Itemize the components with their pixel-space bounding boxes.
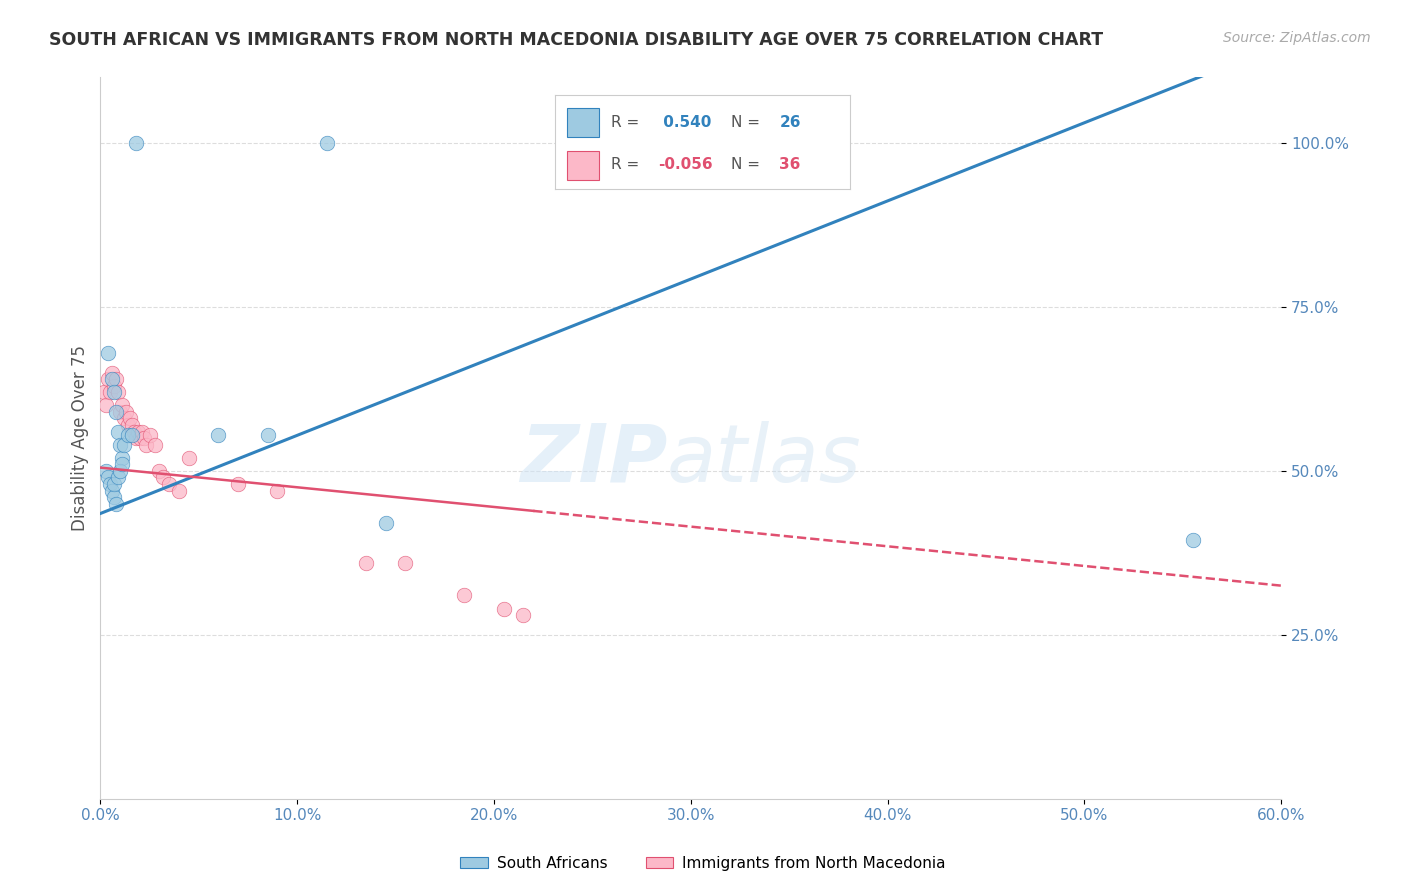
Point (103, 490, 125, 504)
Point (374, 516, 396, 531)
Point (96, 398, 118, 412)
Text: atlas: atlas (666, 421, 862, 499)
Point (226, 477, 249, 491)
Point (315, 136, 337, 150)
Point (103, 385, 125, 400)
Point (108, 437, 131, 451)
Point (93, 385, 115, 400)
Text: SOUTH AFRICAN VS IMMIGRANTS FROM NORTH MACEDONIA DISABILITY AGE OVER 75 CORRELAT: SOUTH AFRICAN VS IMMIGRANTS FROM NORTH M… (49, 31, 1104, 49)
Point (111, 450, 134, 465)
Point (107, 470, 129, 484)
Point (127, 425, 149, 439)
Point (107, 425, 129, 439)
Point (103, 378, 125, 392)
Point (492, 601, 515, 615)
Point (121, 427, 143, 442)
Point (101, 366, 124, 380)
Point (1181, 533, 1204, 547)
Point (256, 427, 278, 442)
Point (103, 477, 125, 491)
Point (125, 431, 148, 445)
Point (112, 437, 135, 451)
Point (128, 431, 150, 445)
Point (135, 437, 157, 451)
Point (96, 464, 118, 478)
Point (138, 427, 160, 442)
Point (111, 458, 134, 472)
Point (97, 470, 120, 484)
Point (121, 417, 143, 432)
Point (167, 483, 190, 498)
Point (131, 425, 153, 439)
Text: Source: ZipAtlas.com: Source: ZipAtlas.com (1223, 31, 1371, 45)
Point (177, 450, 200, 465)
Point (152, 470, 174, 484)
Point (117, 417, 139, 432)
Point (122, 425, 145, 439)
Point (266, 483, 288, 498)
Point (101, 483, 124, 498)
Point (97, 346, 120, 360)
Y-axis label: Disability Age Over 75: Disability Age Over 75 (72, 345, 89, 531)
Point (115, 405, 138, 419)
Point (107, 385, 129, 400)
Point (354, 556, 377, 570)
Point (98, 477, 121, 491)
Point (108, 464, 131, 478)
Point (394, 556, 416, 570)
Point (105, 405, 128, 419)
Point (101, 372, 124, 386)
Point (125, 136, 148, 150)
Text: ZIP: ZIP (520, 421, 666, 499)
Point (157, 477, 180, 491)
Point (145, 437, 167, 451)
Point (453, 589, 475, 603)
Point (105, 372, 128, 386)
Point (98, 385, 121, 400)
Point (108, 405, 131, 419)
Point (112, 411, 135, 425)
Point (117, 427, 139, 442)
Point (148, 464, 170, 478)
Point (105, 497, 128, 511)
Legend: South Africans, Immigrants from North Macedonia: South Africans, Immigrants from North Ma… (454, 850, 952, 877)
Point (111, 398, 134, 412)
Point (118, 411, 141, 425)
Point (132, 431, 155, 445)
Point (207, 427, 229, 442)
Point (97, 372, 120, 386)
Point (512, 608, 534, 623)
